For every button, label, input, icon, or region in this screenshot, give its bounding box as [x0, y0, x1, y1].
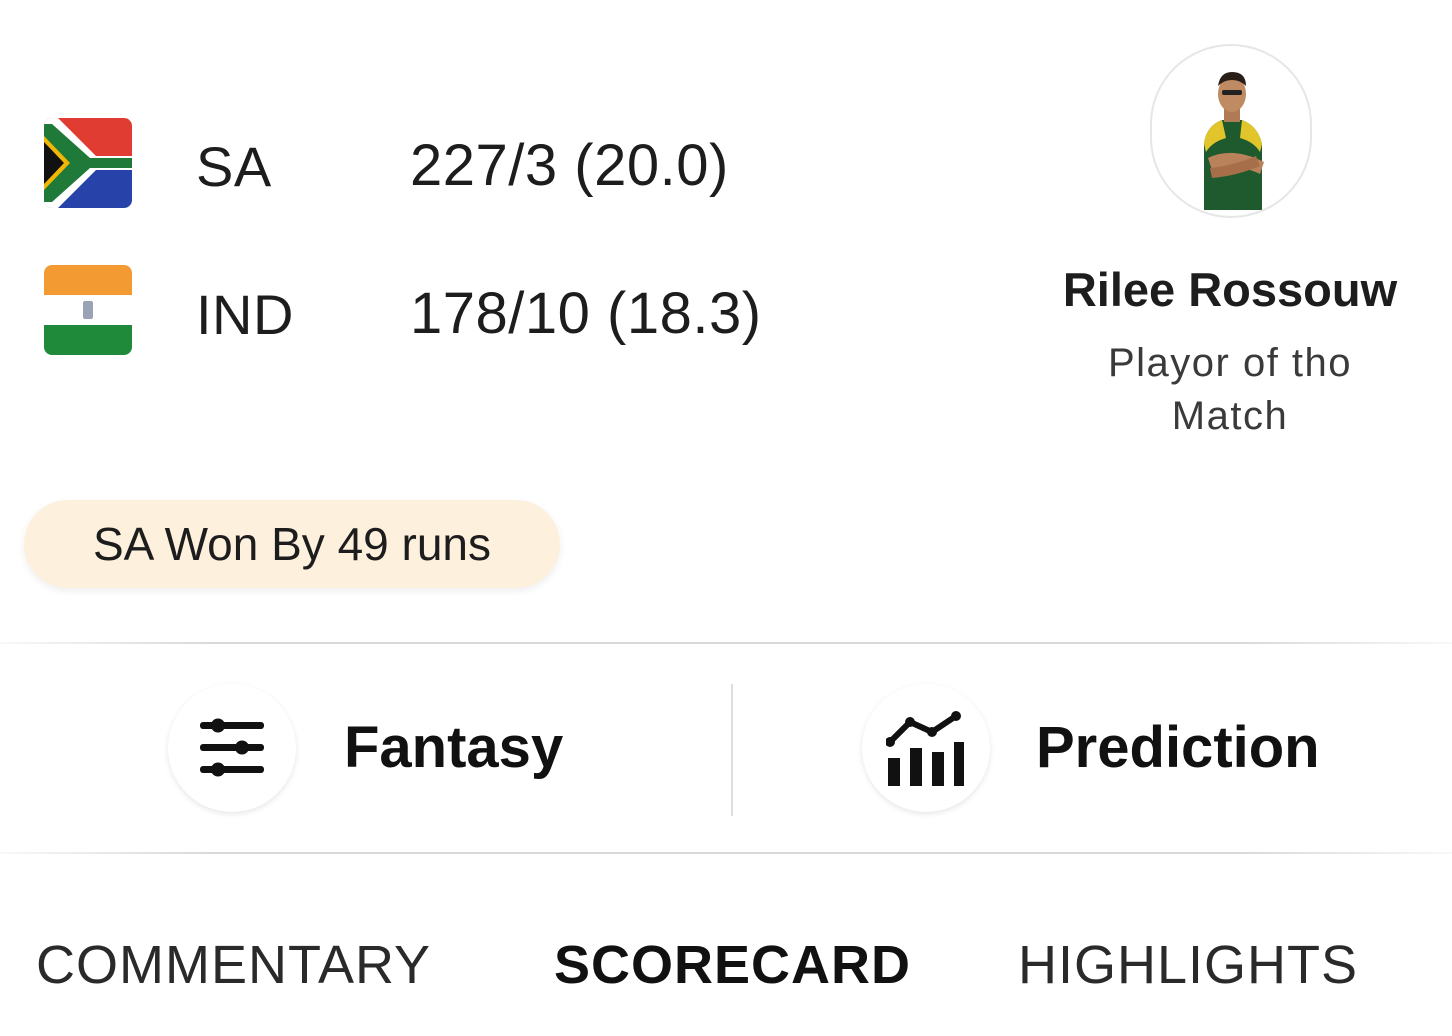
action-divider	[731, 684, 733, 816]
prediction-icon-container	[862, 684, 990, 812]
player-of-match-name: Rilee Rossouw	[1062, 263, 1398, 316]
sliders-icon	[200, 718, 264, 777]
prediction-button[interactable]: Prediction	[862, 684, 1342, 816]
player-avatar[interactable]	[1150, 44, 1312, 218]
team-code-ind: IND	[196, 283, 294, 346]
tab-commentary[interactable]: COMMENTARY	[36, 935, 432, 995]
india-flag-icon	[44, 265, 132, 355]
fantasy-label: Fantasy	[344, 715, 564, 780]
fantasy-icon-container	[168, 684, 296, 812]
player-of-match-label: Playor of tho Match	[1107, 341, 1353, 438]
match-result-badge: SA Won By 49 runs	[24, 500, 560, 588]
prediction-label: Prediction	[1036, 715, 1320, 780]
bar-chart-trend-icon	[886, 711, 964, 786]
fantasy-button[interactable]: Fantasy	[168, 684, 588, 816]
team-code-sa: SA	[196, 135, 272, 198]
team-score-ind: 178/10 (18.3)	[410, 281, 762, 346]
match-result-text: SA Won By 49 runs	[92, 518, 492, 570]
south-africa-flag-icon	[44, 118, 132, 208]
tab-scorecard[interactable]: SCORECARD	[554, 935, 912, 995]
section-divider-top	[0, 642, 1452, 644]
team-score-sa: 227/3 (20.0)	[410, 133, 729, 198]
tab-highlights[interactable]: HIGHLIGHTS	[1018, 935, 1359, 995]
section-divider-bottom	[0, 852, 1452, 854]
